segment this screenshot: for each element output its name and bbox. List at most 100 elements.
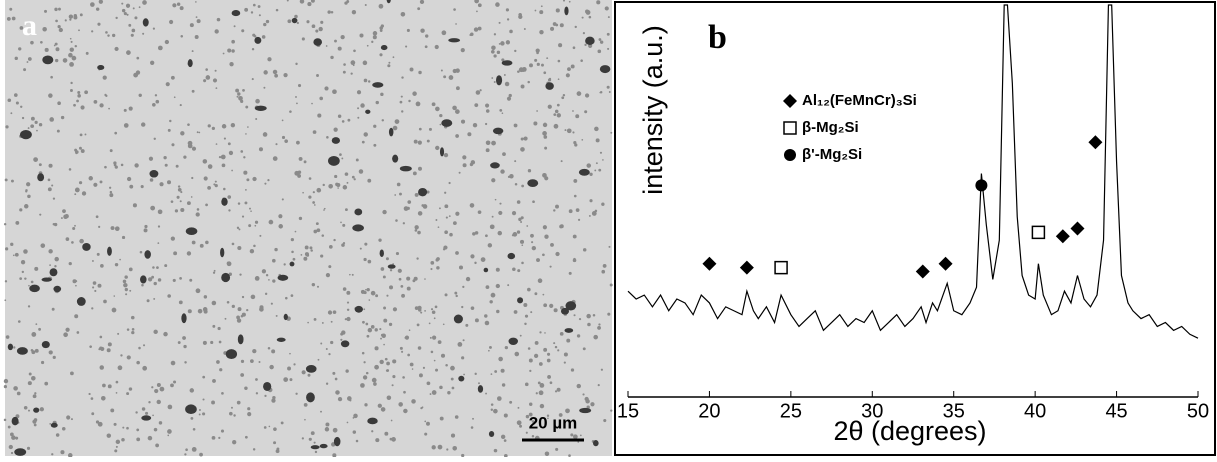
speck [212,379,216,383]
speck [550,26,555,31]
speck [187,143,193,149]
speck [595,138,600,143]
particle [49,268,58,277]
speck [568,454,571,457]
speck [202,412,206,416]
speck [71,241,74,244]
speck [120,163,124,167]
speck [469,33,472,36]
speck [406,28,410,32]
speck [167,128,171,132]
speck [420,28,425,33]
particle [333,436,341,447]
speck [573,178,578,183]
speck [19,26,24,30]
speck [564,129,567,132]
particle [97,65,105,71]
speck [610,409,613,412]
speck [51,184,54,187]
speck [411,368,414,370]
speck [97,283,102,288]
speck [499,108,503,112]
speck [430,260,435,265]
speck [451,386,455,390]
speck [573,194,577,198]
speck [55,19,58,23]
speck [501,58,505,62]
panel-frame [614,1,1216,456]
speck [263,426,267,429]
speck [507,284,510,287]
speck [311,24,316,29]
speck [549,303,554,308]
speck [23,68,27,72]
speck [443,245,448,250]
speck [514,351,520,357]
speck [325,273,331,278]
speck [151,275,155,279]
speck [130,33,134,37]
particle [399,165,412,172]
speck [430,267,433,271]
speck [255,98,260,104]
speck [568,271,572,275]
speck [527,80,530,84]
speck [424,310,426,312]
speck [474,318,479,323]
speck [543,135,548,139]
speck [159,386,165,392]
speck [353,413,358,419]
speck [164,163,168,167]
speck [448,75,454,80]
speck [403,390,406,394]
speck [49,264,51,267]
speck [584,396,589,402]
speck [121,8,126,13]
speck [244,386,248,391]
speck [170,200,174,203]
speck [54,256,59,262]
speck [439,113,443,118]
speck [339,153,342,156]
speck [52,223,56,226]
speck [79,238,84,244]
speck [487,243,493,248]
speck [547,417,549,420]
speck [44,47,49,52]
speck [596,0,601,5]
speck [217,326,221,331]
speck [345,208,348,212]
speck [572,234,577,239]
particle [488,430,495,438]
speck [202,375,206,379]
speck [601,202,605,206]
speck [519,239,525,244]
speck [465,323,469,327]
speck [243,170,248,175]
speck [96,252,100,256]
speck [311,282,316,287]
speck [592,313,596,317]
speck [543,303,548,308]
speck [418,373,423,378]
speck [228,150,234,156]
speck [228,209,231,212]
speck [91,260,94,262]
speck [212,78,218,83]
speck [78,29,80,32]
speck [48,350,53,355]
speck [69,88,73,92]
speck [575,208,580,212]
speck [462,339,465,342]
speck [531,245,537,251]
speck [20,105,23,108]
speck [21,270,25,274]
speck [310,0,315,3]
speck [314,450,318,454]
speck [450,433,456,438]
speck [3,378,9,384]
speck [102,383,106,388]
speck [18,47,22,51]
speck [417,305,422,310]
speck [28,372,32,376]
